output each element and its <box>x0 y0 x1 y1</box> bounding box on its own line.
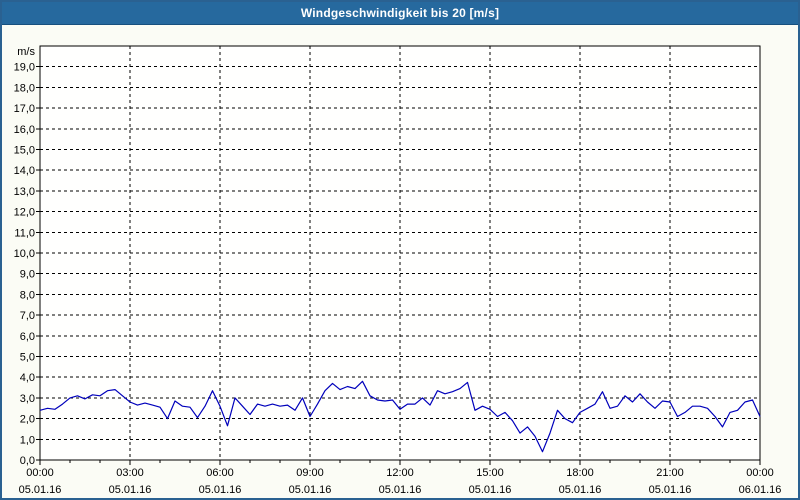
chart-title: Windgeschwindigkeit bis 20 [m/s] <box>300 6 500 20</box>
svg-text:14,0: 14,0 <box>14 165 35 177</box>
svg-text:18,0: 18,0 <box>14 82 35 94</box>
x-tick-date: 05.01.16 <box>469 484 512 496</box>
svg-text:4,0: 4,0 <box>20 372 35 384</box>
svg-text:7,0: 7,0 <box>20 310 35 322</box>
svg-text:15,0: 15,0 <box>14 145 35 157</box>
svg-text:3,0: 3,0 <box>20 393 35 405</box>
svg-text:8,0: 8,0 <box>20 289 35 301</box>
x-tick-time: 06:00 <box>206 467 234 479</box>
x-tick-time: 18:00 <box>566 467 594 479</box>
x-tick-date: 05.01.16 <box>649 484 692 496</box>
svg-text:12,0: 12,0 <box>14 207 35 219</box>
wind-speed-chart-canvas: 0,0 1,0 2,0 3,0 4,0 5,0 6,0 7,0 8,0 9,0 10,0 11,0 12… <box>14 45 782 496</box>
x-tick-date: 05.01.16 <box>109 484 152 496</box>
wind-speed-chart: 0,0 1,0 2,0 3,0 4,0 5,0 6,0 7,0 8,0 9,0 10,0 11,0 12… <box>2 25 798 498</box>
svg-text:9,0: 9,0 <box>20 269 35 281</box>
x-tick-date: 05.01.16 <box>19 484 62 496</box>
x-tick-date: 05.01.16 <box>559 484 602 496</box>
svg-text:19,0: 19,0 <box>14 62 35 74</box>
x-tick-date: 05.01.16 <box>199 484 242 496</box>
x-tick-time: 03:00 <box>116 467 144 479</box>
svg-text:16,0: 16,0 <box>14 124 35 136</box>
svg-text:5,0: 5,0 <box>20 352 35 364</box>
svg-text:10,0: 10,0 <box>14 248 35 260</box>
svg-text:13,0: 13,0 <box>14 186 35 198</box>
svg-text:2,0: 2,0 <box>20 414 35 426</box>
svg-text:17,0: 17,0 <box>14 103 35 115</box>
x-tick-time: 12:00 <box>386 467 414 479</box>
series <box>39 380 761 453</box>
y-axis: 0,0 1,0 2,0 3,0 4,0 5,0 6,0 7,0 8,0 9,0 10,0 11,0 12… <box>14 46 40 467</box>
x-tick-date: 05.01.16 <box>289 484 332 496</box>
gridlines <box>40 46 760 460</box>
x-tick-time: 21:00 <box>656 467 684 479</box>
x-tick-date: 05.01.16 <box>379 484 422 496</box>
x-tick-time: 15:00 <box>476 467 504 479</box>
chart-title-bar: Windgeschwindigkeit bis 20 [m/s] <box>2 2 798 25</box>
x-axis: 00:00 05.01.16 03:00 05.01.16 06:00 05.01.16 0… <box>19 460 782 496</box>
x-tick-time: 00:00 <box>746 467 774 479</box>
svg-text:1,0: 1,0 <box>20 434 35 446</box>
wind-speed-line <box>39 380 761 453</box>
x-tick-date: 06.01.16 <box>739 484 782 496</box>
svg-text:0,0: 0,0 <box>20 455 35 467</box>
svg-text:6,0: 6,0 <box>20 331 35 343</box>
svg-text:11,0: 11,0 <box>14 227 35 239</box>
x-tick-time: 00:00 <box>26 467 54 479</box>
y-axis-unit-label: m/s <box>17 46 35 58</box>
x-tick-time: 09:00 <box>296 467 324 479</box>
